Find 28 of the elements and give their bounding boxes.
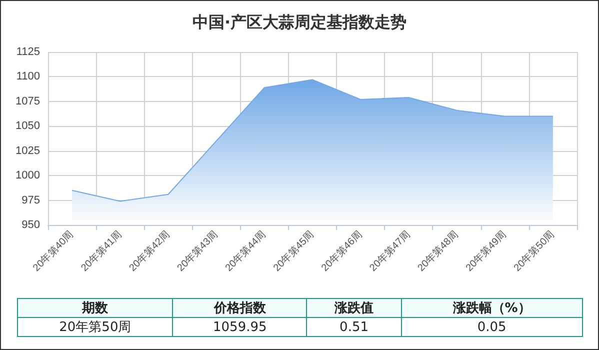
y-tick-label: 1025 xyxy=(16,144,40,157)
text: 20年第50周 xyxy=(18,318,173,336)
y-tick-label: 975 xyxy=(22,194,40,206)
x-tick-label: 20年第50周 xyxy=(511,228,557,274)
text: 0.51 xyxy=(306,318,402,336)
y-tick-label: 1075 xyxy=(16,95,40,108)
x-tick-label: 20年第44周 xyxy=(222,228,268,274)
x-tick-label: 20年第48周 xyxy=(415,228,461,274)
x-tick-label: 20年第41周 xyxy=(78,228,124,274)
text: 价格指数 xyxy=(172,298,307,318)
text: 期数 xyxy=(18,298,173,318)
x-tick-label: 20年第46周 xyxy=(319,228,364,274)
x-tick-label: 20年第47周 xyxy=(367,228,413,274)
text: 1059.95 xyxy=(172,318,307,336)
y-tick-label: 1050 xyxy=(16,120,40,132)
text: 涨跌幅（%） xyxy=(401,298,582,318)
x-tick-label: 20年第49周 xyxy=(463,228,509,274)
y-tick-label: 1100 xyxy=(16,70,40,83)
y-tick-label: 950 xyxy=(22,219,40,231)
text: 0.05 xyxy=(401,318,582,336)
x-tick-label: 20年第40周 xyxy=(30,228,76,274)
text: 涨跌值 xyxy=(306,298,402,318)
y-tick-label: 1000 xyxy=(16,170,40,182)
chart-title: 中国·产区大蒜周定基指数走势 xyxy=(192,12,407,32)
x-tick-label: 20年第42周 xyxy=(126,228,172,274)
x-tick-label: 20年第43周 xyxy=(174,228,220,274)
y-tick-label: 1125 xyxy=(16,46,40,58)
x-tick-label: 20年第45周 xyxy=(270,228,316,274)
